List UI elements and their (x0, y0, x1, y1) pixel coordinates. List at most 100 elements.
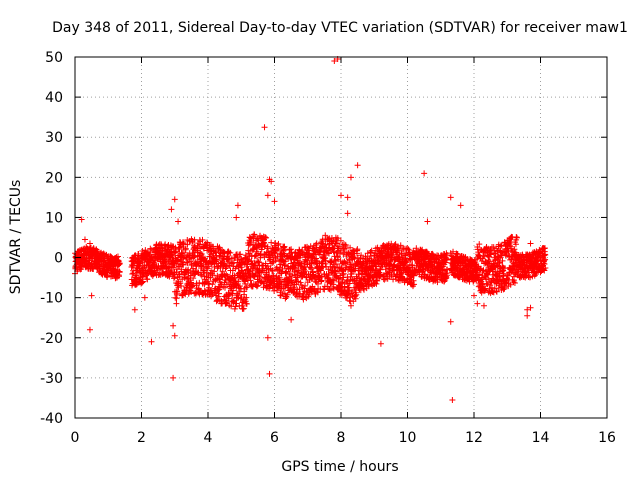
y-tick-label: 20 (45, 170, 63, 186)
data-point (259, 238, 266, 245)
data-point (266, 274, 273, 281)
data-point (209, 290, 216, 297)
outlier-point (264, 192, 271, 199)
data-point (282, 246, 289, 253)
outlier-point (268, 178, 275, 185)
outlier-point (171, 196, 178, 203)
data-point (485, 261, 492, 268)
data-point (321, 286, 328, 293)
data-point (495, 272, 502, 279)
data-point (541, 267, 548, 274)
data-point (338, 280, 345, 287)
data-point (291, 268, 298, 275)
data-point (276, 267, 283, 274)
outlier-point (421, 170, 428, 177)
data-point (188, 288, 195, 295)
data-point (201, 255, 208, 262)
data-point (169, 253, 176, 260)
data-point (102, 252, 109, 259)
data-point (281, 243, 288, 250)
outlier-point (527, 304, 534, 311)
data-point (94, 248, 101, 255)
data-point (483, 270, 490, 277)
data-point (178, 258, 185, 265)
outlier-point (447, 194, 454, 201)
data-point (405, 246, 412, 253)
data-point (284, 291, 291, 298)
data-point (347, 244, 354, 251)
outlier-point (288, 316, 295, 323)
data-point (313, 240, 320, 247)
outlier-point (261, 124, 268, 131)
outlier-point (347, 174, 354, 181)
data-point (340, 270, 347, 277)
data-point (190, 275, 197, 282)
outlier-point (175, 218, 182, 225)
data-point (236, 282, 243, 289)
data-point (295, 259, 302, 266)
outlier-point (131, 306, 138, 313)
data-point (178, 283, 185, 290)
data-point (197, 250, 204, 257)
data-point (398, 251, 405, 258)
outlier-point (81, 236, 88, 243)
data-point (129, 270, 136, 277)
data-point (490, 289, 497, 296)
data-point (351, 255, 358, 262)
data-point (225, 295, 232, 302)
outlier-point (449, 396, 456, 403)
x-tick-label: 10 (399, 430, 417, 446)
data-point (242, 278, 249, 285)
data-point (332, 268, 339, 275)
data-point (257, 252, 264, 259)
data-point (334, 240, 341, 247)
data-point (365, 283, 372, 290)
data-point (252, 261, 259, 268)
data-point (271, 250, 278, 257)
x-axis-label: GPS time / hours (281, 459, 398, 475)
data-point (493, 288, 500, 295)
data-point (232, 303, 239, 310)
outlier-point (354, 162, 361, 169)
data-point (299, 247, 306, 254)
data-point (240, 305, 247, 312)
data-point (233, 281, 240, 288)
data-point (177, 280, 184, 287)
data-point (214, 272, 221, 279)
y-tick-label: 40 (45, 90, 63, 106)
data-point (199, 236, 206, 243)
x-tick-label: 0 (71, 430, 80, 446)
y-tick-label: 10 (45, 210, 63, 226)
data-point (230, 298, 237, 305)
data-point (263, 234, 270, 241)
data-point (413, 245, 420, 252)
data-point (326, 286, 333, 293)
data-point (213, 257, 220, 264)
y-tick-label: -40 (40, 411, 63, 427)
data-point (254, 282, 261, 289)
data-point (331, 257, 338, 264)
data-point (337, 237, 344, 244)
data-point (251, 253, 258, 260)
outlier-point (471, 292, 477, 299)
data-point (382, 266, 389, 273)
data-point (392, 241, 399, 248)
data-point (513, 234, 520, 241)
data-point (116, 260, 123, 267)
data-point (456, 259, 463, 266)
chart-title: Day 348 of 2011, Sidereal Day-to-day VTE… (52, 20, 628, 36)
data-point (240, 275, 247, 282)
y-tick-label: -30 (40, 371, 63, 387)
data-point (330, 281, 337, 288)
data-point (194, 249, 201, 256)
data-point (322, 255, 329, 262)
data-point (322, 257, 329, 264)
data-point (541, 245, 548, 252)
data-point (313, 255, 320, 262)
data-point (299, 273, 306, 280)
outlier-point (170, 374, 177, 381)
data-point (281, 262, 288, 269)
data-point (88, 265, 95, 272)
data-point (279, 265, 286, 272)
data-point (507, 281, 514, 288)
